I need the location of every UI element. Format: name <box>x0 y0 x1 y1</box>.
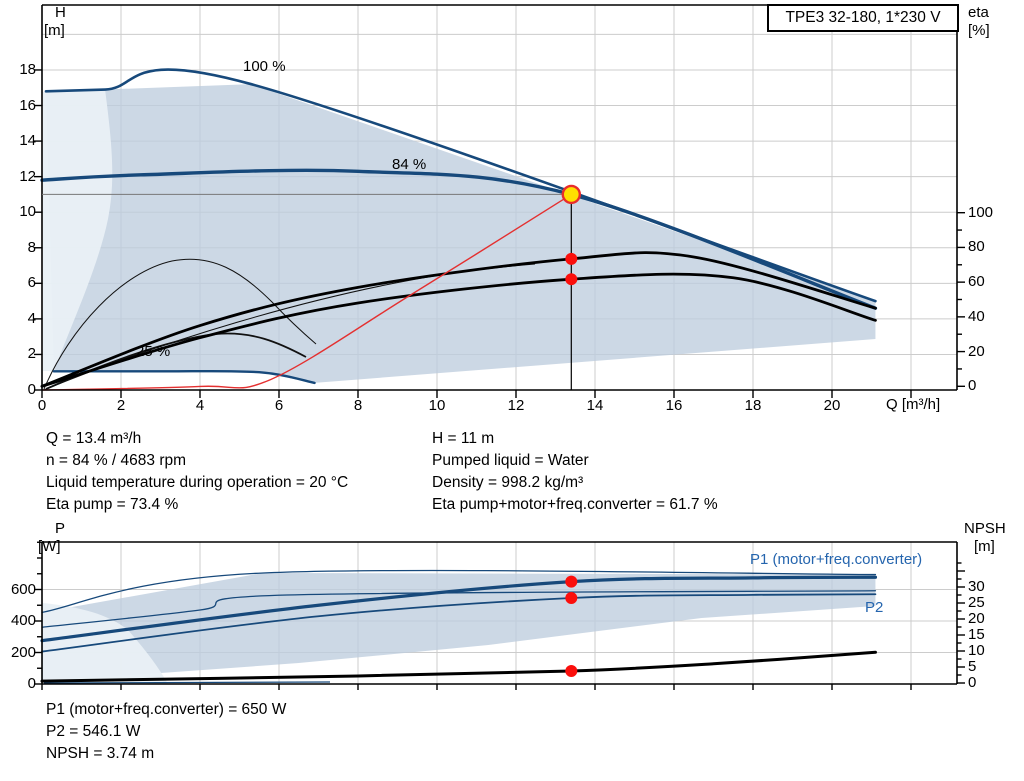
q-axis-tick-label: 12 <box>507 397 525 414</box>
curve-eta_pump_motor_freq_converter <box>40 272 877 388</box>
curve-eta_pump <box>40 251 877 388</box>
curve-P2_84pct <box>41 593 877 653</box>
eta-axis-unit: [%] <box>968 22 990 39</box>
h-axis-tick-label: 8 <box>27 238 36 256</box>
curve-head_84pct <box>40 168 878 310</box>
marker-p2 <box>565 591 578 604</box>
info-line-h: H = 11 m <box>432 430 495 447</box>
h-axis-label: H <box>55 4 66 21</box>
eta-axis-tick-label: 60 <box>968 273 985 291</box>
marker-npsh <box>565 665 578 678</box>
info-line-eta-total: Eta pump+motor+freq.converter = 61.7 % <box>432 496 718 513</box>
curve-control_curve <box>41 193 572 391</box>
info-line-npsh: NPSH = 3.74 m <box>46 745 155 762</box>
info-line-eta: Eta pump = 73.4 % <box>46 496 179 513</box>
q-axis-tick-label: 8 <box>353 397 363 414</box>
info-line-n: n = 84 % / 4683 rpm <box>46 452 187 469</box>
p-axis-tick-label: 600 <box>10 580 36 598</box>
q-axis-tick-label: 16 <box>665 397 683 414</box>
info-line-p2: P2 = 546.1 W <box>46 723 141 740</box>
p-axis-label: P <box>55 520 66 537</box>
h-axis-tick-label: 6 <box>27 274 36 292</box>
h-axis-tick-label: 16 <box>19 96 36 114</box>
curve-label-84pct: 84 % <box>392 156 427 173</box>
info-line-p1: P1 (motor+freq.converter) = 650 W <box>46 701 287 718</box>
curve-head_25pct <box>52 369 316 385</box>
q-axis-tick-label: 14 <box>586 397 604 414</box>
eta-axis-tick-label: 100 <box>968 203 994 221</box>
info-block-left: Q = 13.4 m³/h n = 84 % / 4683 rpm Liquid… <box>46 428 348 516</box>
marker-p1 <box>565 575 578 588</box>
info-line-q: Q = 13.4 m³/h <box>46 430 142 447</box>
h-axis-tick-label: 0 <box>27 381 36 398</box>
p-axis-unit: [W] <box>38 538 61 555</box>
q-axis-label: Q [m³/h] <box>886 396 941 413</box>
marker-eta-pump <box>565 252 578 265</box>
p-axis-tick-label: 400 <box>10 612 36 629</box>
info-line-liquid: Pumped liquid = Water <box>432 452 589 469</box>
npsh-axis-tick-label: 10 <box>968 642 985 659</box>
q-axis-tick-label: 2 <box>116 397 126 414</box>
npsh-axis-label: NPSH <box>964 520 1006 537</box>
q-axis-tick-label: 10 <box>428 397 446 414</box>
info-line-density: Density = 998.2 kg/m³ <box>432 474 584 491</box>
curve-P1_84pct <box>40 575 878 643</box>
curve-label-25pct: 25 % <box>136 343 171 360</box>
eta-axis-tick-label: 80 <box>968 238 985 256</box>
eta-axis-tick-label: 20 <box>968 342 985 360</box>
curve-NPSH <box>40 650 877 683</box>
marker-duty-point <box>561 184 581 205</box>
curve-P2_100pct <box>41 590 877 628</box>
eta-axis-tick-label: 40 <box>968 307 985 325</box>
curve-label-p1: P1 (motor+freq.converter) <box>750 551 923 568</box>
q-axis-tick-label: 6 <box>274 397 284 414</box>
curve-label-100pct: 100 % <box>243 58 286 75</box>
h-axis-tick-label: 2 <box>27 345 36 363</box>
info-line-temp: Liquid temperature during operation = 20… <box>46 474 349 491</box>
q-axis-tick-label: 18 <box>744 397 762 414</box>
npsh-axis-tick-label: 30 <box>968 578 985 595</box>
h-axis-tick-label: 10 <box>19 203 36 221</box>
h-axis-unit: [m] <box>44 22 65 39</box>
npsh-axis-unit: [m] <box>974 538 995 555</box>
eta-axis-label: eta <box>968 4 989 21</box>
eta-axis-tick-label: 0 <box>968 377 977 395</box>
h-axis-tick-label: 12 <box>19 167 36 185</box>
p-axis-tick-label: 0 <box>27 675 36 692</box>
h-axis-tick-label: 14 <box>19 132 36 150</box>
curve-P1_100pct <box>41 569 877 613</box>
q-axis-tick-label: 4 <box>195 397 205 414</box>
npsh-axis-tick-label: 0 <box>968 674 977 691</box>
pump-type-title-box: TPE3 32-180, 1*230 V <box>767 4 959 32</box>
q-axis-tick-label: 20 <box>823 397 841 414</box>
h-axis-tick-label: 4 <box>27 309 36 327</box>
info-block-right: H = 11 m Pumped liquid = Water Density =… <box>432 428 718 516</box>
npsh-axis-tick-label: 25 <box>968 594 985 611</box>
h-axis-tick-label: 18 <box>19 60 36 78</box>
info-block-bottom: P1 (motor+freq.converter) = 650 W P2 = 5… <box>46 699 286 765</box>
q-axis-tick-label: 0 <box>37 397 47 414</box>
marker-eta-total <box>565 273 578 286</box>
npsh-axis-tick-label: 15 <box>968 626 985 643</box>
p-axis-tick-label: 200 <box>10 643 36 661</box>
npsh-axis-tick-label: 5 <box>968 658 977 675</box>
curve-label-p2: P2 <box>865 599 884 616</box>
npsh-axis-tick-label: 20 <box>968 610 985 627</box>
